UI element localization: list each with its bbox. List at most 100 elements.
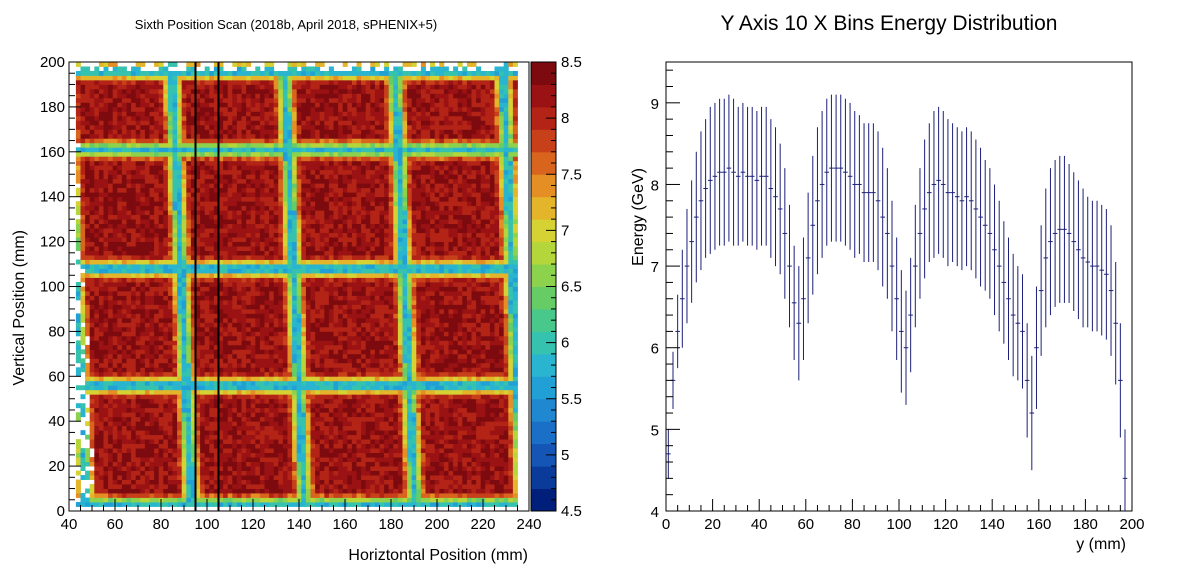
heatmap-cell [264, 448, 270, 454]
heatmap-cell [190, 75, 196, 81]
heatmap-cell [296, 250, 302, 256]
heatmap-cell [163, 290, 169, 296]
heatmap-cell [227, 120, 233, 126]
heatmap-cell [204, 380, 210, 386]
heatmap-cell [218, 308, 224, 314]
heatmap-cell [181, 349, 187, 355]
heatmap-cell [112, 84, 118, 90]
heatmap-cell [154, 255, 160, 260]
heatmap-cell [117, 502, 123, 507]
heatmap-cell [200, 250, 206, 256]
heatmap-cell [296, 111, 302, 117]
heatmap-cell [241, 205, 247, 211]
heatmap-cell [149, 232, 155, 238]
heatmap-cell [255, 443, 261, 449]
heatmap-cell [296, 326, 302, 332]
heatmap-cell [200, 210, 206, 216]
heatmap-cell [98, 461, 104, 467]
heatmap-cell [209, 344, 215, 350]
heatmap-cell [108, 79, 114, 85]
heatmap-cell [246, 106, 252, 112]
heatmap-cell [213, 430, 219, 436]
heatmap-cell [213, 304, 219, 310]
heatmap-cell [80, 430, 86, 436]
heatmap-cell [112, 425, 118, 431]
heatmap-cell [246, 97, 252, 103]
heatmap-cell [163, 353, 169, 359]
heatmap-cell [75, 317, 81, 323]
heatmap-cell [273, 115, 279, 121]
heatmap-cell [264, 201, 270, 207]
heatmap-cell [121, 434, 127, 440]
heatmap-cell [246, 376, 252, 382]
heatmap-cell [278, 147, 284, 153]
heatmap-cell [98, 434, 104, 440]
heatmap-cell [190, 367, 196, 373]
heatmap-cell [282, 448, 288, 454]
heatmap-cell [255, 398, 261, 404]
heatmap-cell [190, 484, 196, 489]
heatmap-cell [158, 228, 164, 234]
heatmap-cell [121, 425, 127, 431]
heatmap-cell [158, 174, 164, 180]
heatmap-cell [255, 66, 261, 72]
heatmap-cell [140, 75, 146, 81]
heatmap-cell [310, 448, 316, 454]
heatmap-cell [273, 376, 279, 382]
heatmap-cell [181, 497, 187, 503]
heatmap-cell [255, 403, 261, 409]
heatmap-cell [241, 196, 247, 202]
heatmap-cell [282, 102, 288, 108]
heatmap-cell [269, 380, 275, 386]
heatmap-cell [246, 214, 252, 220]
heatmap-cell [204, 160, 210, 166]
heatmap-cell [236, 443, 242, 449]
heatmap-cell [98, 106, 104, 112]
heatmap-cell [213, 219, 219, 225]
heatmap-cell [177, 349, 183, 355]
heatmap-cell [218, 66, 224, 72]
heatmap-cell [259, 156, 265, 162]
heatmap-cell [158, 111, 164, 117]
heatmap-cell [232, 124, 238, 130]
heatmap-cell [232, 344, 238, 350]
heatmap-cell [213, 138, 219, 144]
heatmap-cell [154, 439, 160, 445]
heatmap-cell [310, 403, 316, 409]
heatmap-cell [75, 70, 81, 76]
heatmap-cell [89, 425, 95, 431]
heatmap-cell [209, 376, 215, 382]
heatmap-cell [287, 214, 293, 220]
heatmap-cell [85, 313, 91, 319]
heatmap-cell [94, 129, 100, 135]
heatmap-cell [296, 228, 302, 234]
heatmap-cell [246, 430, 252, 436]
heatmap-cell [204, 331, 210, 337]
heatmap-cell [278, 70, 284, 76]
heatmap-cell [89, 115, 95, 121]
heatmap-cell [80, 232, 86, 238]
heatmap-cell [112, 304, 118, 310]
heatmap-cell [154, 340, 160, 346]
heatmap-cell [232, 326, 238, 332]
heatmap-cell [186, 484, 192, 489]
heatmap-cell [158, 416, 164, 422]
heatmap-cell [117, 308, 123, 314]
heatmap-cell [144, 264, 150, 269]
heatmap-cell [103, 322, 109, 328]
heatmap-cell [292, 102, 298, 108]
heatmap-cell [259, 129, 265, 135]
heatmap-cell [140, 88, 146, 94]
heatmap-cell [287, 470, 293, 476]
heatmap-cell [158, 192, 164, 198]
heatmap-cell [241, 380, 247, 386]
heatmap-cell [305, 75, 311, 81]
heatmap-cell [85, 178, 91, 184]
heatmap-cell [140, 290, 146, 296]
heatmap-cell [80, 84, 86, 90]
heatmap-cell [241, 102, 247, 108]
heatmap-cell [301, 120, 307, 126]
heatmap-cell [89, 282, 95, 287]
heatmap-cell [121, 174, 127, 180]
heatmap-cell [98, 403, 104, 409]
